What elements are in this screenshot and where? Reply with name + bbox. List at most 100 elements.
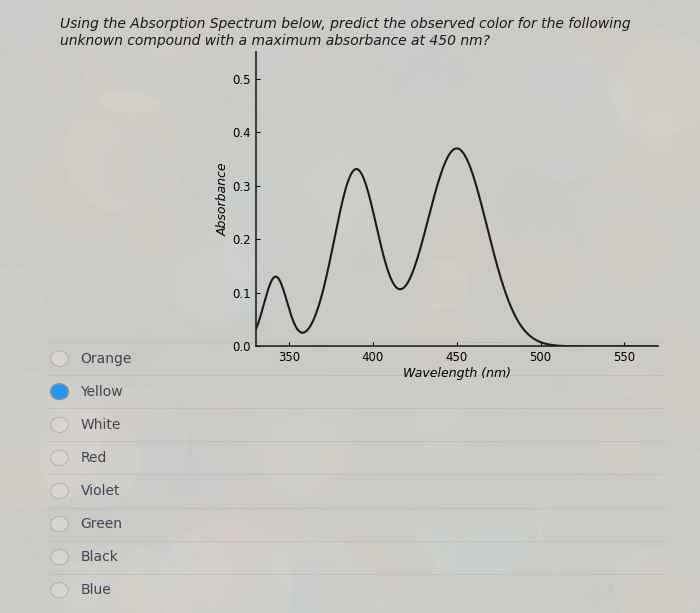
Circle shape xyxy=(0,54,64,139)
Circle shape xyxy=(647,481,700,573)
Circle shape xyxy=(70,581,118,613)
Circle shape xyxy=(567,390,624,447)
Circle shape xyxy=(0,58,60,169)
Circle shape xyxy=(615,38,700,153)
Circle shape xyxy=(151,0,261,58)
Text: Blue: Blue xyxy=(80,584,111,597)
Circle shape xyxy=(0,268,43,330)
Text: Red: Red xyxy=(80,451,107,465)
Circle shape xyxy=(606,354,648,395)
Circle shape xyxy=(81,307,161,387)
Circle shape xyxy=(223,231,271,279)
Circle shape xyxy=(433,217,500,284)
Circle shape xyxy=(412,406,462,457)
Circle shape xyxy=(195,0,302,80)
Circle shape xyxy=(298,0,375,48)
Circle shape xyxy=(248,538,382,613)
Circle shape xyxy=(41,411,139,509)
Circle shape xyxy=(598,213,673,287)
Circle shape xyxy=(503,53,630,180)
Circle shape xyxy=(544,414,596,466)
Circle shape xyxy=(621,113,700,208)
Circle shape xyxy=(500,154,598,252)
Circle shape xyxy=(160,520,292,613)
Circle shape xyxy=(436,582,493,613)
Circle shape xyxy=(104,491,234,613)
Circle shape xyxy=(407,303,477,373)
Text: Green: Green xyxy=(80,517,122,531)
Circle shape xyxy=(91,436,229,575)
Circle shape xyxy=(337,227,382,272)
Text: unknown compound with a maximum absorbance at 450 nm?: unknown compound with a maximum absorban… xyxy=(60,34,489,48)
Circle shape xyxy=(216,23,283,91)
Circle shape xyxy=(372,0,477,97)
Circle shape xyxy=(437,478,537,578)
Circle shape xyxy=(414,447,545,579)
Circle shape xyxy=(176,248,248,320)
Circle shape xyxy=(193,537,326,613)
Circle shape xyxy=(77,387,187,497)
Circle shape xyxy=(46,379,103,436)
Circle shape xyxy=(171,240,281,350)
Circle shape xyxy=(284,559,351,613)
Circle shape xyxy=(252,346,356,451)
Circle shape xyxy=(31,489,136,593)
Circle shape xyxy=(64,544,181,613)
Circle shape xyxy=(24,542,127,613)
Circle shape xyxy=(538,474,650,585)
Circle shape xyxy=(26,118,142,234)
Circle shape xyxy=(600,432,641,474)
Circle shape xyxy=(131,0,211,56)
Circle shape xyxy=(136,2,177,43)
Circle shape xyxy=(413,387,459,433)
Text: White: White xyxy=(80,418,121,432)
Circle shape xyxy=(409,527,457,575)
Circle shape xyxy=(199,405,319,525)
Circle shape xyxy=(229,176,314,262)
Circle shape xyxy=(503,229,585,312)
Circle shape xyxy=(299,530,393,613)
Circle shape xyxy=(175,103,280,208)
Circle shape xyxy=(139,527,197,585)
Circle shape xyxy=(418,376,510,468)
X-axis label: Wavelength (nm): Wavelength (nm) xyxy=(402,367,511,380)
Circle shape xyxy=(264,417,344,498)
Circle shape xyxy=(83,19,178,113)
Circle shape xyxy=(196,172,275,250)
Text: Using the Absorption Spectrum below, predict the observed color for the followin: Using the Absorption Spectrum below, pre… xyxy=(60,17,630,31)
Circle shape xyxy=(293,124,419,249)
Circle shape xyxy=(652,345,700,422)
Circle shape xyxy=(617,35,700,159)
Circle shape xyxy=(612,324,700,415)
Text: Orange: Orange xyxy=(80,352,132,365)
Circle shape xyxy=(552,65,593,105)
Circle shape xyxy=(251,39,305,94)
Circle shape xyxy=(377,0,424,36)
Text: Yellow: Yellow xyxy=(80,385,123,398)
Circle shape xyxy=(220,241,309,330)
Circle shape xyxy=(269,509,355,595)
Circle shape xyxy=(123,407,232,517)
Circle shape xyxy=(615,548,696,613)
Text: Black: Black xyxy=(80,550,118,564)
Circle shape xyxy=(170,235,261,326)
Circle shape xyxy=(585,564,628,607)
Circle shape xyxy=(311,0,374,41)
Circle shape xyxy=(0,0,51,56)
Circle shape xyxy=(64,93,185,213)
Circle shape xyxy=(342,0,434,65)
Circle shape xyxy=(398,74,456,131)
Circle shape xyxy=(609,29,700,133)
Circle shape xyxy=(60,563,104,607)
Circle shape xyxy=(0,373,99,508)
Circle shape xyxy=(427,532,564,613)
Circle shape xyxy=(520,31,594,104)
Circle shape xyxy=(419,260,468,309)
Circle shape xyxy=(0,350,75,453)
Circle shape xyxy=(74,562,157,613)
Y-axis label: Absorbance: Absorbance xyxy=(216,162,229,236)
Circle shape xyxy=(657,446,700,495)
Circle shape xyxy=(149,540,250,613)
Circle shape xyxy=(652,0,700,50)
Circle shape xyxy=(159,499,267,607)
